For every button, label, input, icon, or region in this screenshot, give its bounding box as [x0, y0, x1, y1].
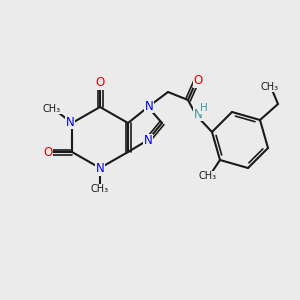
Text: CH₃: CH₃: [43, 104, 61, 114]
Text: N: N: [145, 100, 153, 112]
Text: N: N: [66, 116, 74, 128]
Text: CH₃: CH₃: [199, 171, 217, 181]
Text: N: N: [194, 107, 202, 121]
Text: O: O: [44, 146, 52, 158]
Text: H: H: [200, 103, 208, 113]
Text: N: N: [96, 163, 104, 176]
Text: CH₃: CH₃: [261, 82, 279, 92]
Text: O: O: [95, 76, 105, 89]
Text: N: N: [144, 134, 152, 148]
Text: CH₃: CH₃: [91, 184, 109, 194]
Text: O: O: [194, 74, 202, 88]
